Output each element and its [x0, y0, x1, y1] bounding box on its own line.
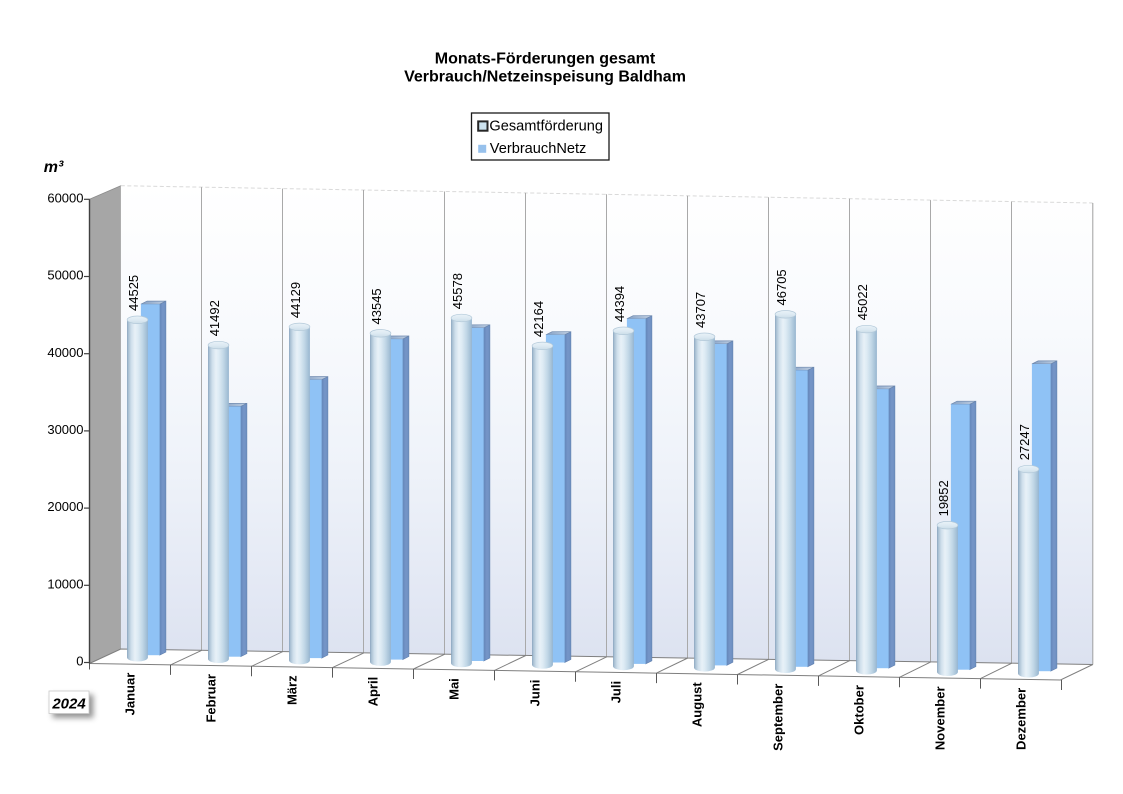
- svg-text:44525: 44525: [126, 275, 141, 311]
- svg-text:Oktober: Oktober: [852, 685, 867, 735]
- svg-text:46705: 46705: [774, 269, 789, 305]
- svg-text:44394: 44394: [612, 286, 627, 322]
- svg-text:2024: 2024: [51, 696, 86, 713]
- svg-text:Juni: Juni: [528, 680, 543, 707]
- svg-text:Dezember: Dezember: [1014, 688, 1029, 750]
- svg-text:43707: 43707: [693, 292, 708, 328]
- svg-text:m³: m³: [44, 159, 64, 176]
- svg-text:VerbrauchNetz: VerbrauchNetz: [490, 141, 587, 157]
- svg-text:September: September: [771, 684, 786, 751]
- svg-text:20000: 20000: [47, 499, 83, 514]
- svg-text:Juli: Juli: [609, 681, 624, 703]
- svg-text:Februar: Februar: [204, 674, 219, 722]
- svg-text:März: März: [285, 675, 300, 705]
- svg-text:Verbrauch/Netzeinspeisung Bald: Verbrauch/Netzeinspeisung Baldham: [404, 69, 686, 86]
- svg-text:10000: 10000: [47, 576, 83, 591]
- svg-text:April: April: [366, 677, 381, 707]
- svg-text:Januar: Januar: [123, 673, 138, 716]
- svg-text:0: 0: [76, 654, 83, 669]
- svg-text:41492: 41492: [207, 300, 222, 336]
- svg-text:50000: 50000: [47, 268, 83, 283]
- svg-text:November: November: [933, 687, 948, 751]
- svg-text:40000: 40000: [47, 345, 83, 360]
- svg-text:44129: 44129: [288, 282, 303, 318]
- svg-text:60000: 60000: [47, 190, 83, 205]
- svg-text:42164: 42164: [531, 301, 546, 337]
- svg-text:43545: 43545: [369, 288, 384, 324]
- svg-text:30000: 30000: [47, 422, 83, 437]
- svg-text:Gesamtförderung: Gesamtförderung: [489, 119, 603, 135]
- svg-text:27247: 27247: [1017, 424, 1032, 460]
- svg-text:Mai: Mai: [447, 678, 462, 700]
- svg-text:Monats-Förderungen gesamt: Monats-Förderungen gesamt: [435, 51, 656, 68]
- svg-text:August: August: [690, 682, 705, 727]
- svg-text:45578: 45578: [450, 273, 465, 309]
- svg-text:45022: 45022: [855, 284, 870, 320]
- svg-text:19852: 19852: [936, 480, 951, 516]
